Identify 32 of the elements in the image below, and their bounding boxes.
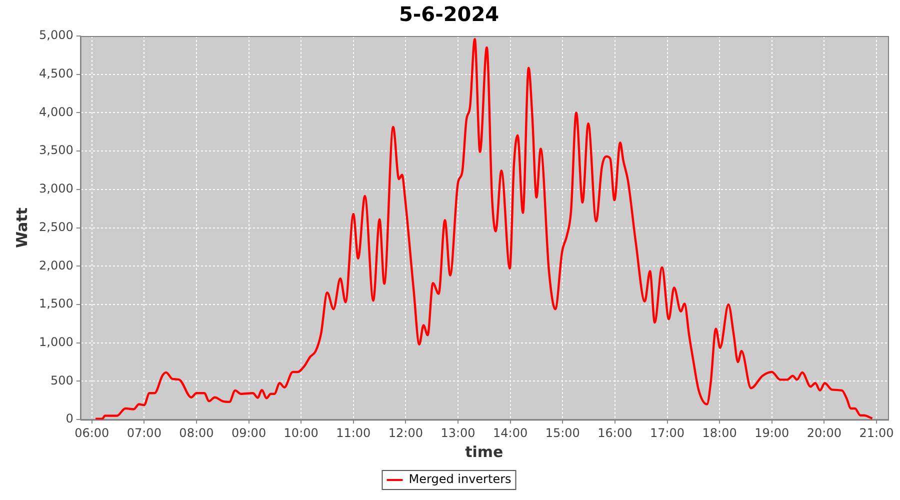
x-tick-label: 20:00 — [806, 426, 842, 440]
y-tick-label: 2,000 — [38, 258, 74, 272]
y-tick-label: 5,000 — [38, 28, 74, 42]
y-tick-label: 3,500 — [38, 143, 74, 158]
y-tick-label: 500 — [50, 373, 74, 388]
legend-label: Merged inverters — [408, 472, 512, 486]
y-axis-title: Watt — [12, 208, 31, 248]
y-tick-label: 3,000 — [38, 182, 74, 196]
x-tick-label: 08:00 — [179, 426, 214, 440]
y-tick-label: 2,500 — [38, 220, 74, 234]
y-tick-label: 1,500 — [38, 296, 74, 311]
y-tick-label: 4,500 — [38, 66, 74, 80]
y-tick-label: 1,000 — [38, 335, 74, 350]
line-series — [94, 38, 874, 420]
x-tick-label: 16:00 — [598, 426, 632, 440]
x-axis-title: time — [465, 442, 504, 461]
x-tick-label: 19:00 — [754, 426, 790, 440]
x-tick-label: 12:00 — [388, 426, 424, 440]
x-tick-label: 14:00 — [493, 426, 528, 440]
y-tick-label: 4,000 — [38, 104, 74, 119]
x-tick-label: 18:00 — [702, 426, 737, 440]
x-tick-label: 09:00 — [231, 426, 266, 440]
y-tick-label: 0 — [66, 412, 74, 426]
x-tick-label: 17:00 — [650, 426, 685, 440]
x-tick-label: 21:00 — [859, 426, 894, 440]
x-tick-label: 06:00 — [74, 426, 110, 440]
x-tick-label: 13:00 — [440, 426, 476, 440]
x-tick-label: 07:00 — [126, 426, 162, 440]
x-tick-label: 10:00 — [284, 426, 318, 440]
chart-title: 5-6-2024 — [398, 2, 500, 26]
x-tick-label: 15:00 — [545, 426, 580, 440]
x-tick-label: 11:00 — [336, 426, 371, 440]
